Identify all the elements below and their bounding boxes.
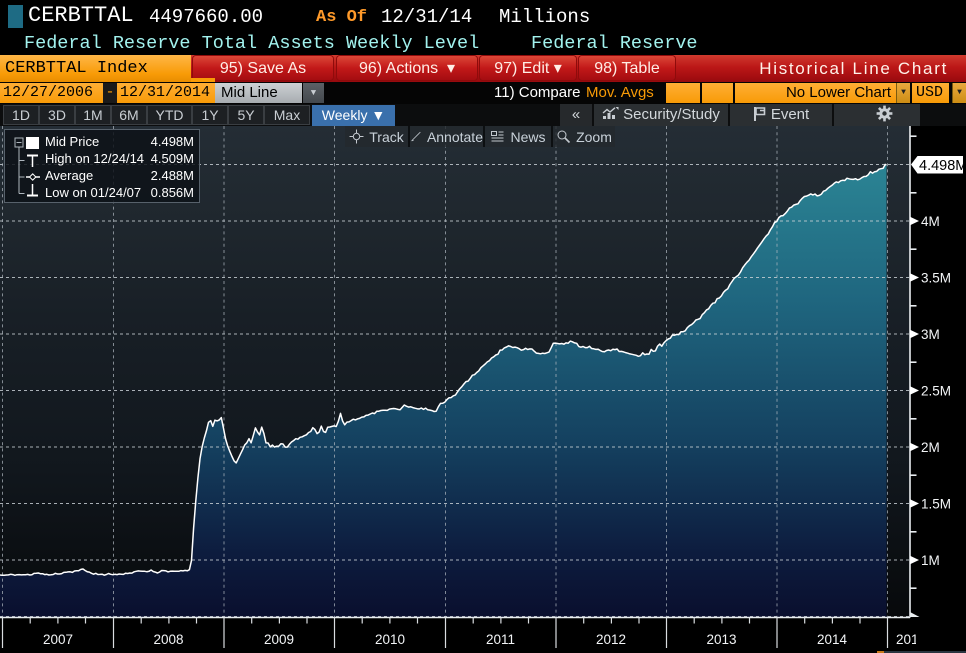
svg-text:2008: 2008 bbox=[153, 632, 183, 647]
svg-text:2009: 2009 bbox=[264, 632, 294, 647]
svg-text:2010: 2010 bbox=[375, 632, 405, 647]
svg-text:2011: 2011 bbox=[486, 632, 515, 647]
svg-text:4M: 4M bbox=[921, 214, 940, 229]
svg-text:2012: 2012 bbox=[596, 632, 626, 647]
svg-text:1.5M: 1.5M bbox=[921, 497, 951, 512]
svg-text:2M: 2M bbox=[921, 440, 940, 455]
svg-text:1M: 1M bbox=[921, 553, 940, 568]
svg-text:2007: 2007 bbox=[43, 632, 73, 647]
svg-text:4.498M: 4.498M bbox=[919, 158, 966, 174]
svg-text:3.5M: 3.5M bbox=[921, 271, 951, 286]
svg-text:2014: 2014 bbox=[817, 632, 848, 647]
svg-text:2015: 2015 bbox=[896, 632, 926, 647]
svg-text:2.5M: 2.5M bbox=[921, 384, 951, 399]
svg-text:3M: 3M bbox=[921, 327, 940, 342]
svg-text:2013: 2013 bbox=[706, 632, 736, 647]
